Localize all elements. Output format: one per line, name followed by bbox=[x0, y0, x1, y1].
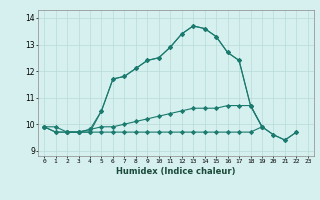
X-axis label: Humidex (Indice chaleur): Humidex (Indice chaleur) bbox=[116, 167, 236, 176]
